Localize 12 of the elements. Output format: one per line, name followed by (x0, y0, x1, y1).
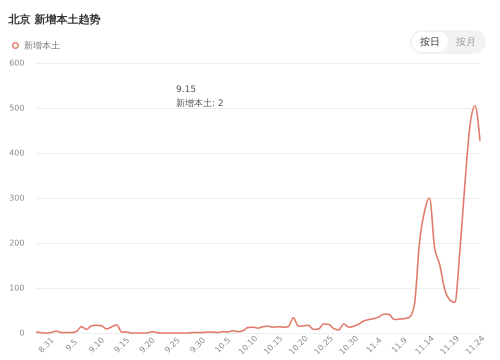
x-tick-label: 9.5 (64, 337, 80, 353)
y-tick-label: 600 (9, 58, 24, 68)
legend-label: 新增本土 (24, 40, 60, 52)
annotation: 9.15 新增本土: 2 (176, 85, 224, 109)
y-tick-label: 500 (9, 104, 24, 112)
y-tick-label: 0 (19, 328, 24, 338)
toggle-buttons: 按日 按月 (410, 30, 486, 54)
y-tick-label: 200 (9, 238, 24, 248)
chart-title: 北京 新增本土趋势 (8, 13, 101, 26)
y-tick-label: 300 (9, 194, 24, 202)
y-tick-label: 100 (9, 284, 24, 292)
y-tick-label: 400 (9, 148, 24, 158)
